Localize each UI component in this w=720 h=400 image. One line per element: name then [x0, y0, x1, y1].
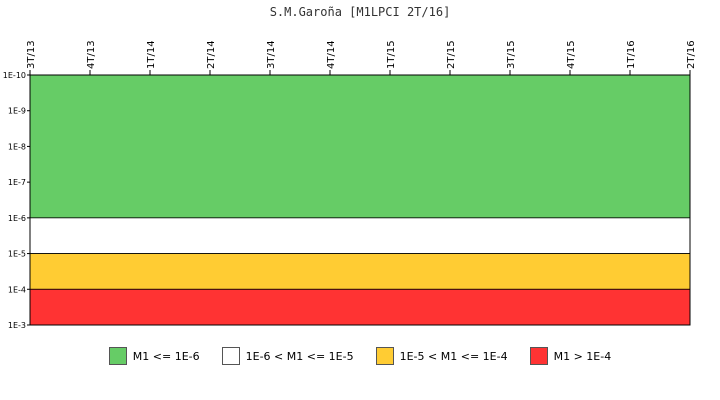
x-tick-label: 2T/15 [446, 40, 457, 69]
legend-swatch [375, 347, 394, 365]
y-tick-label: 1E-3 [8, 321, 26, 330]
x-tick-label: 3T/14 [266, 40, 277, 69]
legend-label: M1 > 1E-4 [553, 349, 612, 363]
x-tick-label: 1T/16 [626, 40, 637, 69]
legend-item: 1E-6 < M1 <= 1E-5 [221, 344, 354, 368]
band-2 [29, 253, 691, 290]
legend-swatch [529, 347, 548, 365]
bands-layer [29, 74, 691, 326]
y-axis: 1E-10 1E-9 1E-8 1E-7 1E-6 1E-5 1E-4 1E-3 [3, 71, 30, 330]
legend-swatch [221, 347, 240, 365]
x-tick-label: 3T/13 [26, 40, 37, 69]
x-tick-label: 2T/14 [206, 40, 217, 69]
legend-swatch [108, 347, 127, 365]
band-1 [29, 217, 691, 254]
x-tick-label: 3T/15 [506, 40, 517, 69]
x-tick-label: 4T/14 [326, 40, 337, 69]
y-tick-label: 1E-4 [8, 285, 26, 294]
y-tick-label: 1E-5 [8, 250, 26, 259]
plot-frame [29, 74, 691, 326]
legend-label: M1 <= 1E-6 [132, 349, 200, 363]
chart-title: S.M.Garoña [M1LPCI 2T/16] [270, 5, 451, 19]
y-tick-label: 1E-7 [8, 178, 26, 187]
y-tick-label: 1E-10 [3, 71, 26, 80]
band-0 [29, 74, 691, 219]
y-tick-label: 1E-8 [8, 142, 26, 151]
x-tick-label: 4T/13 [86, 40, 97, 69]
y-tick-label: 1E-9 [8, 107, 26, 116]
x-axis: 3T/13 4T/13 1T/14 2T/14 3T/14 4T/14 1T/15 2T/15… [26, 40, 697, 75]
x-tick-label: 1T/14 [146, 40, 157, 69]
legend-item: M1 <= 1E-6 [108, 344, 200, 368]
legend: M1 <= 1E-6 1E-6 < M1 <= 1E-5 1E-5 < M1 <= … [0, 344, 720, 368]
legend-item: 1E-5 < M1 <= 1E-4 [375, 344, 508, 368]
y-tick-label: 1E-6 [8, 214, 26, 223]
legend-label: 1E-5 < M1 <= 1E-4 [399, 349, 508, 363]
x-tick-label: 2T/16 [686, 40, 697, 69]
legend-item: M1 > 1E-4 [529, 344, 612, 368]
band-3 [29, 288, 691, 326]
x-tick-label: 1T/15 [386, 40, 397, 69]
legend-label: 1E-6 < M1 <= 1E-5 [245, 349, 354, 363]
x-tick-label: 4T/15 [566, 40, 577, 69]
